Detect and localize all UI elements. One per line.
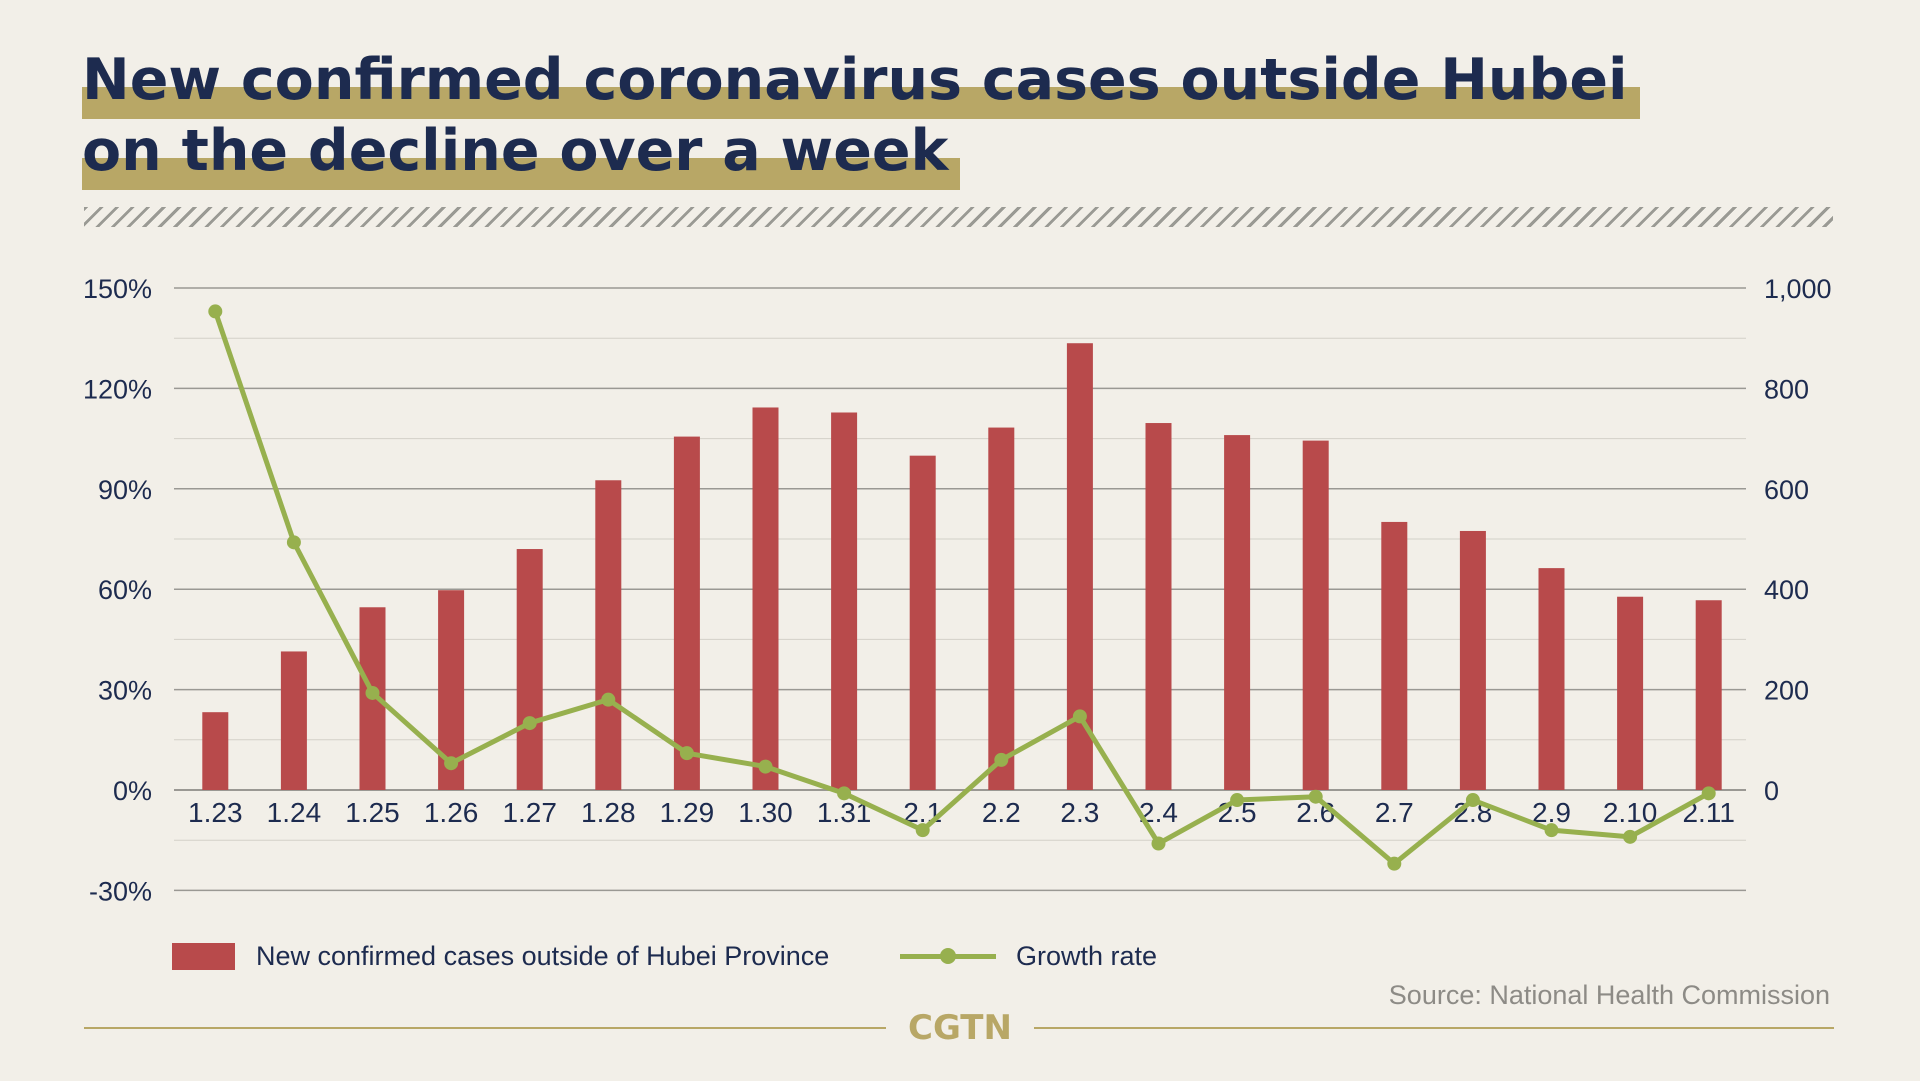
growth-rate-point: [758, 759, 773, 774]
left-tick-label: 150%: [83, 274, 152, 304]
right-tick-label: 800: [1764, 374, 1809, 404]
right-tick-label: 0: [1764, 776, 1779, 806]
bar: [673, 436, 700, 790]
x-tick-label: 1.27: [502, 797, 557, 828]
x-tick-label: 1.29: [660, 797, 715, 828]
bar: [280, 651, 307, 790]
source-note: Source: National Health Commission: [1388, 980, 1830, 1010]
growth-rate-point: [837, 786, 852, 801]
cgtn-logo: CGTN: [908, 1008, 1012, 1048]
growth-rate-point: [1544, 823, 1559, 838]
left-tick-label: -30%: [89, 876, 152, 906]
x-tick-label: 1.23: [188, 797, 243, 828]
left-tick-label: 90%: [98, 475, 152, 505]
right-tick-label: 1,000: [1764, 274, 1832, 304]
growth-rate-point: [1308, 789, 1323, 804]
right-tick-label: 400: [1764, 575, 1809, 605]
x-tick-label: 1.24: [267, 797, 322, 828]
growth-rate-point: [1465, 793, 1480, 808]
left-tick-label: 120%: [83, 374, 152, 404]
bar: [752, 407, 779, 790]
growth-rate-point: [1230, 793, 1245, 808]
bar: [1695, 600, 1722, 790]
legend-bar-label: New confirmed cases outside of Hubei Pro…: [256, 941, 830, 971]
x-tick-label: 2.10: [1603, 797, 1658, 828]
growth-rate-point: [286, 535, 301, 550]
x-tick-label: 1.26: [424, 797, 479, 828]
bar: [1617, 596, 1644, 790]
left-axis: 150% 120% 90% 60% 30% 0% -30%: [83, 274, 152, 906]
line-series: [208, 304, 1716, 871]
growth-rate-point: [365, 685, 380, 700]
x-tick-label: 2.2: [982, 797, 1021, 828]
bar: [1224, 435, 1251, 790]
legend-line-label: Growth rate: [1016, 941, 1158, 971]
title-text-1: New confirmed coronavirus cases outside …: [82, 47, 1628, 113]
growth-rate-point: [601, 692, 616, 707]
bar: [1145, 423, 1172, 790]
bar: [988, 427, 1015, 790]
x-tick-label: 2.7: [1375, 797, 1414, 828]
legend-line-swatch: [900, 948, 996, 964]
bar: [1538, 568, 1565, 790]
right-tick-label: 200: [1764, 676, 1809, 706]
left-tick-label: 30%: [98, 676, 152, 706]
legend-bar-swatch: [172, 943, 235, 970]
growth-rate-point: [1387, 856, 1402, 871]
bar: [909, 455, 936, 790]
bar: [1302, 440, 1329, 790]
x-axis: 1.23 1.24 1.25 1.26 1.27 1.28 1.29 1.30 1.31 2.1 2…: [188, 797, 1735, 828]
footer-rule-left: [84, 1027, 886, 1029]
growth-rate-point: [679, 746, 694, 761]
x-tick-label: 2.3: [1060, 797, 1099, 828]
growth-rate-point: [1701, 786, 1716, 801]
growth-rate-point: [208, 304, 223, 319]
x-tick-label: 1.25: [345, 797, 400, 828]
bar: [202, 712, 229, 790]
growth-rate-point: [522, 716, 537, 731]
footer-rule-right: [1034, 1027, 1834, 1029]
left-tick-label: 60%: [98, 575, 152, 605]
hatch-divider: [84, 207, 1833, 227]
growth-rate-point: [1151, 836, 1166, 851]
x-tick-label: 1.30: [738, 797, 793, 828]
bar: [516, 549, 543, 790]
growth-rate-point: [1072, 709, 1087, 724]
growth-rate-line: [212, 310, 1710, 867]
growth-rate-point: [915, 823, 930, 838]
bar: [1381, 521, 1408, 790]
bar: [831, 412, 858, 790]
growth-rate-point: [994, 752, 1009, 767]
right-tick-label: 600: [1764, 475, 1809, 505]
bar-series: [202, 343, 1722, 790]
title-text-2: on the decline over a week: [82, 118, 949, 184]
bar: [595, 480, 622, 790]
x-tick-label: 1.28: [581, 797, 636, 828]
right-axis: 1,000 800 600 400 200 0: [1764, 274, 1832, 806]
growth-rate-point: [444, 756, 459, 771]
growth-rate-point: [1623, 829, 1638, 844]
title-line-1: New confirmed coronavirus cases outside …: [82, 52, 1640, 119]
bar: [1459, 530, 1486, 790]
left-tick-label: 0%: [113, 776, 152, 806]
legend-line-dot: [940, 948, 956, 964]
